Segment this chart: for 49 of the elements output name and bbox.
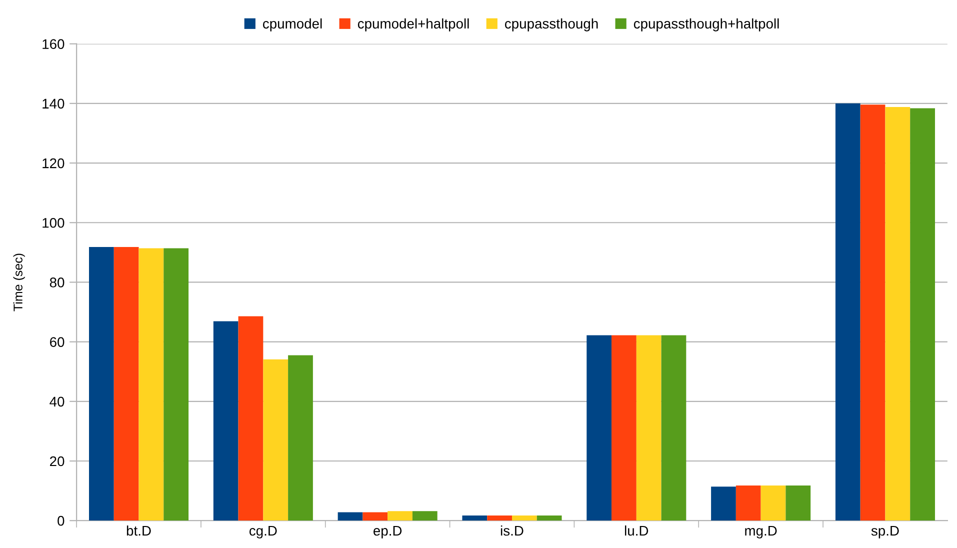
bar xyxy=(711,486,736,521)
bar xyxy=(288,355,313,521)
bar xyxy=(786,485,811,521)
bar xyxy=(636,335,662,521)
bar xyxy=(462,516,488,521)
bar xyxy=(512,516,537,521)
bar xyxy=(238,316,264,521)
bar xyxy=(885,107,910,521)
x-tick-label: cg.D xyxy=(249,526,277,538)
y-tick-label: 0 xyxy=(58,516,64,526)
bar xyxy=(736,485,761,521)
bar xyxy=(760,485,786,521)
y-tick-label: 20 xyxy=(50,456,64,466)
bar xyxy=(263,359,288,521)
bar xyxy=(138,248,164,521)
y-tick-label: 160 xyxy=(42,39,64,50)
y-tick-label: 140 xyxy=(42,98,64,109)
y-tick-label: 40 xyxy=(50,396,64,407)
bar xyxy=(860,104,886,521)
bar xyxy=(362,512,388,521)
bar xyxy=(835,103,860,521)
bar xyxy=(164,248,189,521)
x-tick-label: mg.D xyxy=(745,526,777,538)
y-tick-label: 100 xyxy=(42,218,64,228)
bar xyxy=(388,511,412,521)
x-tick-label: bt.D xyxy=(126,525,151,536)
bar xyxy=(910,108,935,521)
y-axis-title: Time (sec) xyxy=(13,254,25,312)
x-tick-label: sp.D xyxy=(871,526,899,538)
bar xyxy=(661,335,686,521)
y-tick-label: 120 xyxy=(42,158,64,168)
legend-label: cpupassthough+haltpoll xyxy=(634,18,779,32)
legend-label: cpupassthough xyxy=(504,18,598,32)
y-tick-label: 60 xyxy=(50,337,64,347)
bar xyxy=(586,335,612,521)
bar xyxy=(612,335,636,521)
x-tick-label: is.D xyxy=(500,525,524,536)
y-tick-label: 80 xyxy=(50,278,64,288)
bar xyxy=(487,516,512,521)
legend-label: cpumodel+haltpoll xyxy=(358,18,469,32)
bar xyxy=(89,247,114,521)
legend-label: cpumodel xyxy=(262,18,322,32)
bar xyxy=(412,511,438,521)
x-tick-label: lu.D xyxy=(624,525,648,536)
bar xyxy=(114,247,139,521)
x-tick-label: ep.D xyxy=(374,526,402,538)
bar xyxy=(536,516,562,521)
bar xyxy=(338,512,363,521)
bar xyxy=(213,321,238,521)
